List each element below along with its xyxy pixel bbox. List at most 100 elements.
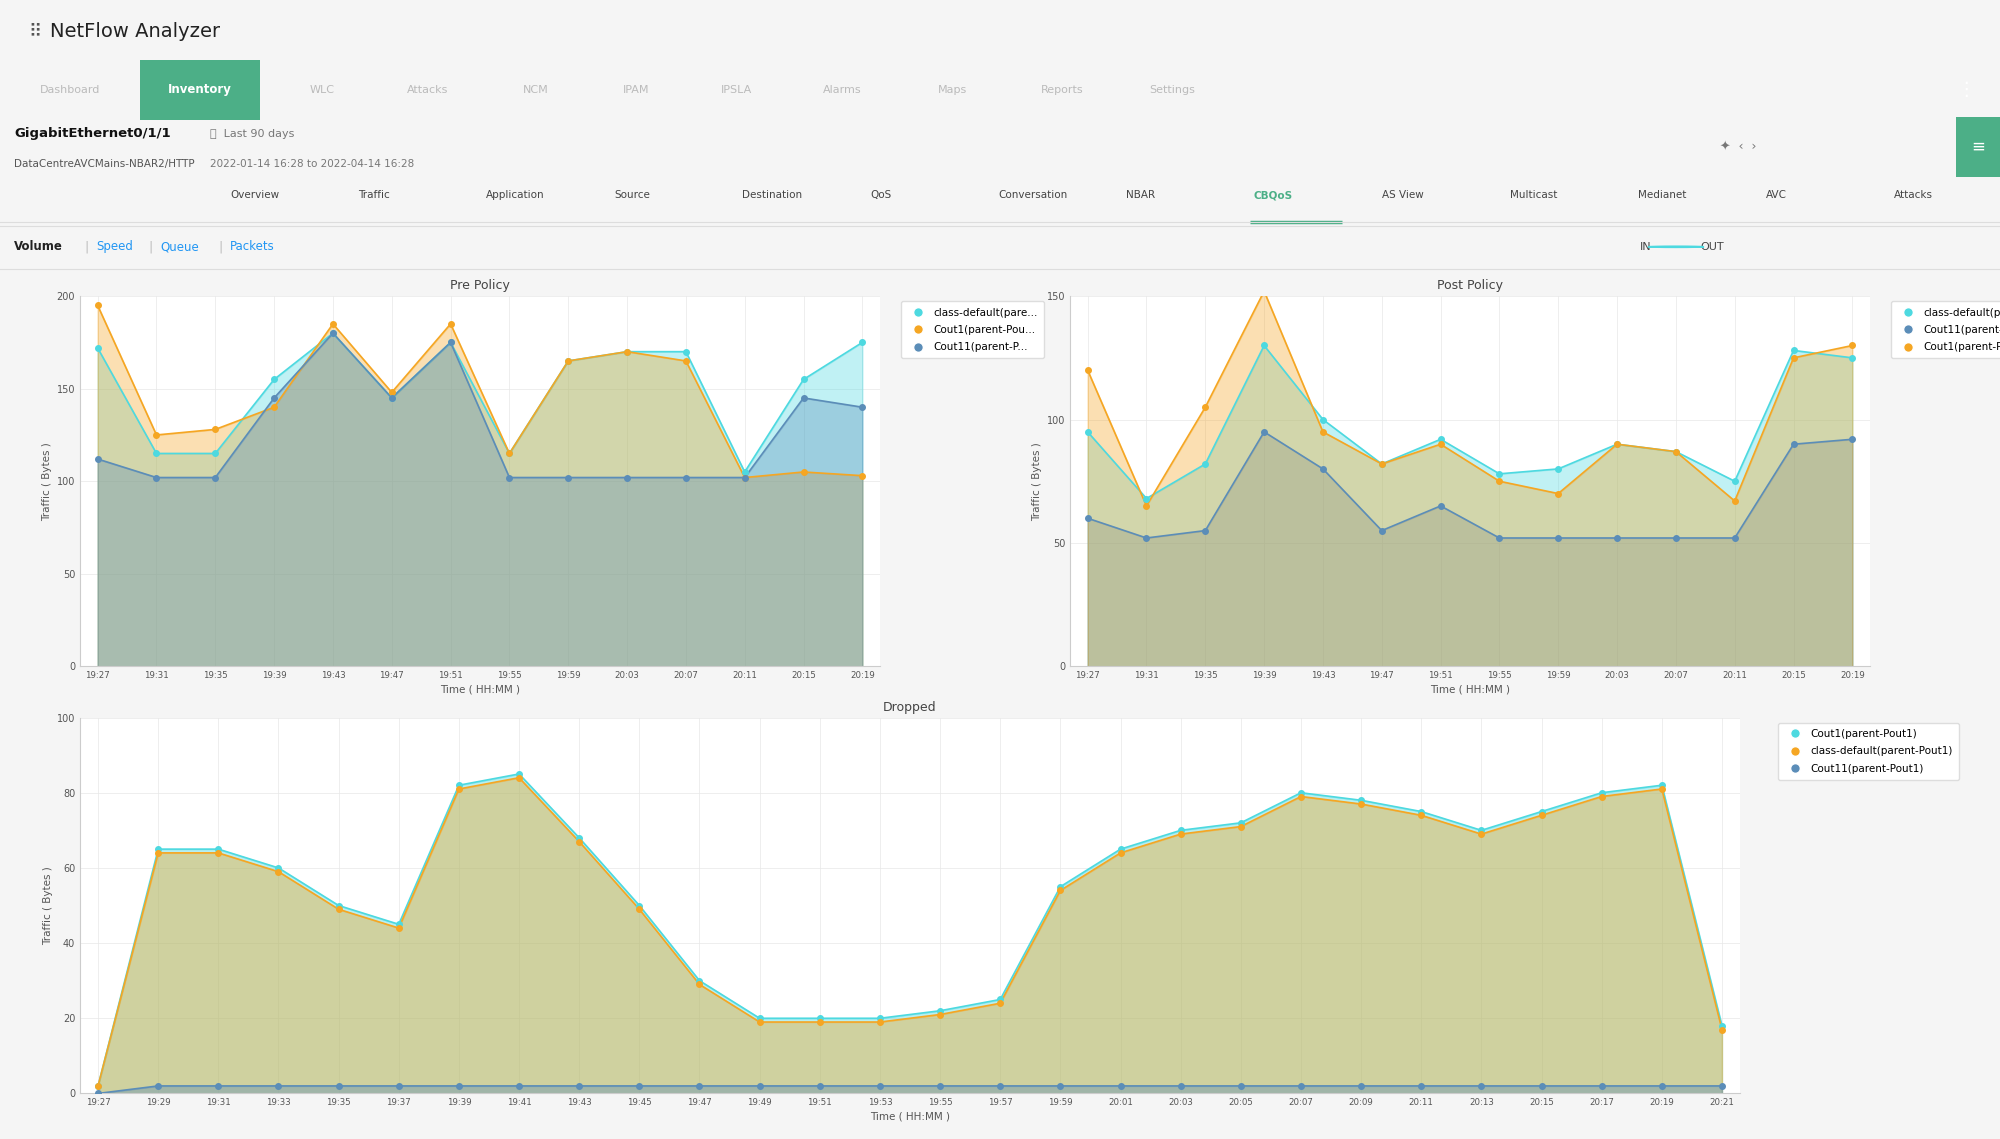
Text: Multicast: Multicast xyxy=(1510,190,1558,200)
Point xyxy=(552,468,584,486)
Point xyxy=(846,334,878,352)
Point xyxy=(846,467,878,485)
Text: IPSLA: IPSLA xyxy=(720,85,752,95)
X-axis label: Time ( HH:MM ): Time ( HH:MM ) xyxy=(440,685,520,695)
Point xyxy=(1602,528,1634,547)
Point xyxy=(258,399,290,417)
Point xyxy=(1406,802,1438,820)
Text: GigabitEthernet0/1/1: GigabitEthernet0/1/1 xyxy=(14,128,170,140)
Point xyxy=(1718,472,1750,490)
Text: ✦  ‹  ›: ✦ ‹ › xyxy=(1720,140,1756,154)
Point xyxy=(788,370,820,388)
Point xyxy=(864,1009,896,1027)
Point xyxy=(684,975,716,993)
FancyBboxPatch shape xyxy=(140,60,260,120)
Point xyxy=(1542,484,1574,502)
Point xyxy=(1406,1076,1438,1095)
Legend: class-default(pare..., Cout11(parent-P..., Cout1(parent-Pou...: class-default(pare..., Cout11(parent-P..… xyxy=(1892,302,2000,359)
Point xyxy=(1602,435,1634,453)
Point xyxy=(82,339,114,358)
Point xyxy=(984,1076,1016,1095)
Point xyxy=(322,1076,354,1095)
Point xyxy=(1484,528,1516,547)
Point xyxy=(1044,1076,1076,1095)
Point xyxy=(316,314,348,333)
Point xyxy=(262,859,294,877)
Point xyxy=(1424,435,1456,453)
Title: Pre Policy: Pre Policy xyxy=(450,279,510,293)
Text: ≡: ≡ xyxy=(1972,138,1984,156)
Point xyxy=(924,1076,956,1095)
Point xyxy=(1164,821,1196,839)
Text: Maps: Maps xyxy=(938,85,966,95)
Point xyxy=(1284,1076,1316,1095)
Point xyxy=(1466,825,1498,843)
Point xyxy=(202,841,234,859)
Point xyxy=(744,1076,776,1095)
Point xyxy=(684,972,716,990)
Point xyxy=(322,900,354,918)
Point xyxy=(322,896,354,915)
Point xyxy=(202,844,234,862)
Point xyxy=(1366,522,1398,540)
Point xyxy=(376,388,408,407)
Text: Alarms: Alarms xyxy=(822,85,862,95)
Text: 2022-01-14 16:28 to 2022-04-14 16:28: 2022-01-14 16:28 to 2022-04-14 16:28 xyxy=(210,158,414,169)
Point xyxy=(864,1076,896,1095)
Point xyxy=(1836,349,1868,367)
Y-axis label: Traffic ( Bytes ): Traffic ( Bytes ) xyxy=(1032,442,1042,521)
Point xyxy=(1718,492,1750,510)
Point xyxy=(1542,460,1574,478)
Point xyxy=(612,343,644,361)
Point xyxy=(1706,1021,1738,1039)
Point xyxy=(804,1076,836,1095)
Point xyxy=(434,314,466,333)
Point xyxy=(1190,522,1222,540)
Point xyxy=(1284,787,1316,805)
Text: AS View: AS View xyxy=(1382,190,1424,200)
Point xyxy=(1526,806,1558,825)
Point xyxy=(1190,399,1222,417)
Text: OUT: OUT xyxy=(1700,241,1724,252)
Text: Destination: Destination xyxy=(742,190,802,200)
Point xyxy=(1306,460,1338,478)
Point xyxy=(684,1076,716,1095)
Point xyxy=(1224,818,1256,836)
Point xyxy=(1406,806,1438,825)
Text: ⋮: ⋮ xyxy=(1956,81,1976,99)
Point xyxy=(1104,844,1136,862)
Point xyxy=(1224,1076,1256,1095)
Point xyxy=(1424,497,1456,515)
Point xyxy=(82,296,114,314)
Point xyxy=(200,420,232,439)
Point xyxy=(142,1076,174,1095)
Point xyxy=(924,1006,956,1024)
Point xyxy=(1660,442,1692,460)
Point xyxy=(434,334,466,352)
Point xyxy=(262,862,294,880)
Point xyxy=(670,468,702,486)
Point xyxy=(670,352,702,370)
Text: Attacks: Attacks xyxy=(1894,190,1934,200)
Point xyxy=(1346,795,1378,813)
Text: Traffic: Traffic xyxy=(358,190,390,200)
Point xyxy=(804,1009,836,1027)
Point xyxy=(1104,1076,1136,1095)
Point xyxy=(984,994,1016,1013)
Point xyxy=(1164,825,1196,843)
Text: IN: IN xyxy=(1640,241,1652,252)
Text: Source: Source xyxy=(614,190,650,200)
Point xyxy=(1718,528,1750,547)
Point xyxy=(1248,423,1280,441)
Point xyxy=(504,769,536,787)
Text: Volume: Volume xyxy=(14,240,62,253)
Point xyxy=(552,352,584,370)
Point xyxy=(1224,813,1256,831)
Point xyxy=(140,444,172,462)
Point xyxy=(728,468,760,486)
Circle shape xyxy=(1648,246,1704,247)
Text: Overview: Overview xyxy=(230,190,280,200)
Point xyxy=(202,1076,234,1095)
X-axis label: Time ( HH:MM ): Time ( HH:MM ) xyxy=(1430,685,1510,695)
Point xyxy=(670,343,702,361)
